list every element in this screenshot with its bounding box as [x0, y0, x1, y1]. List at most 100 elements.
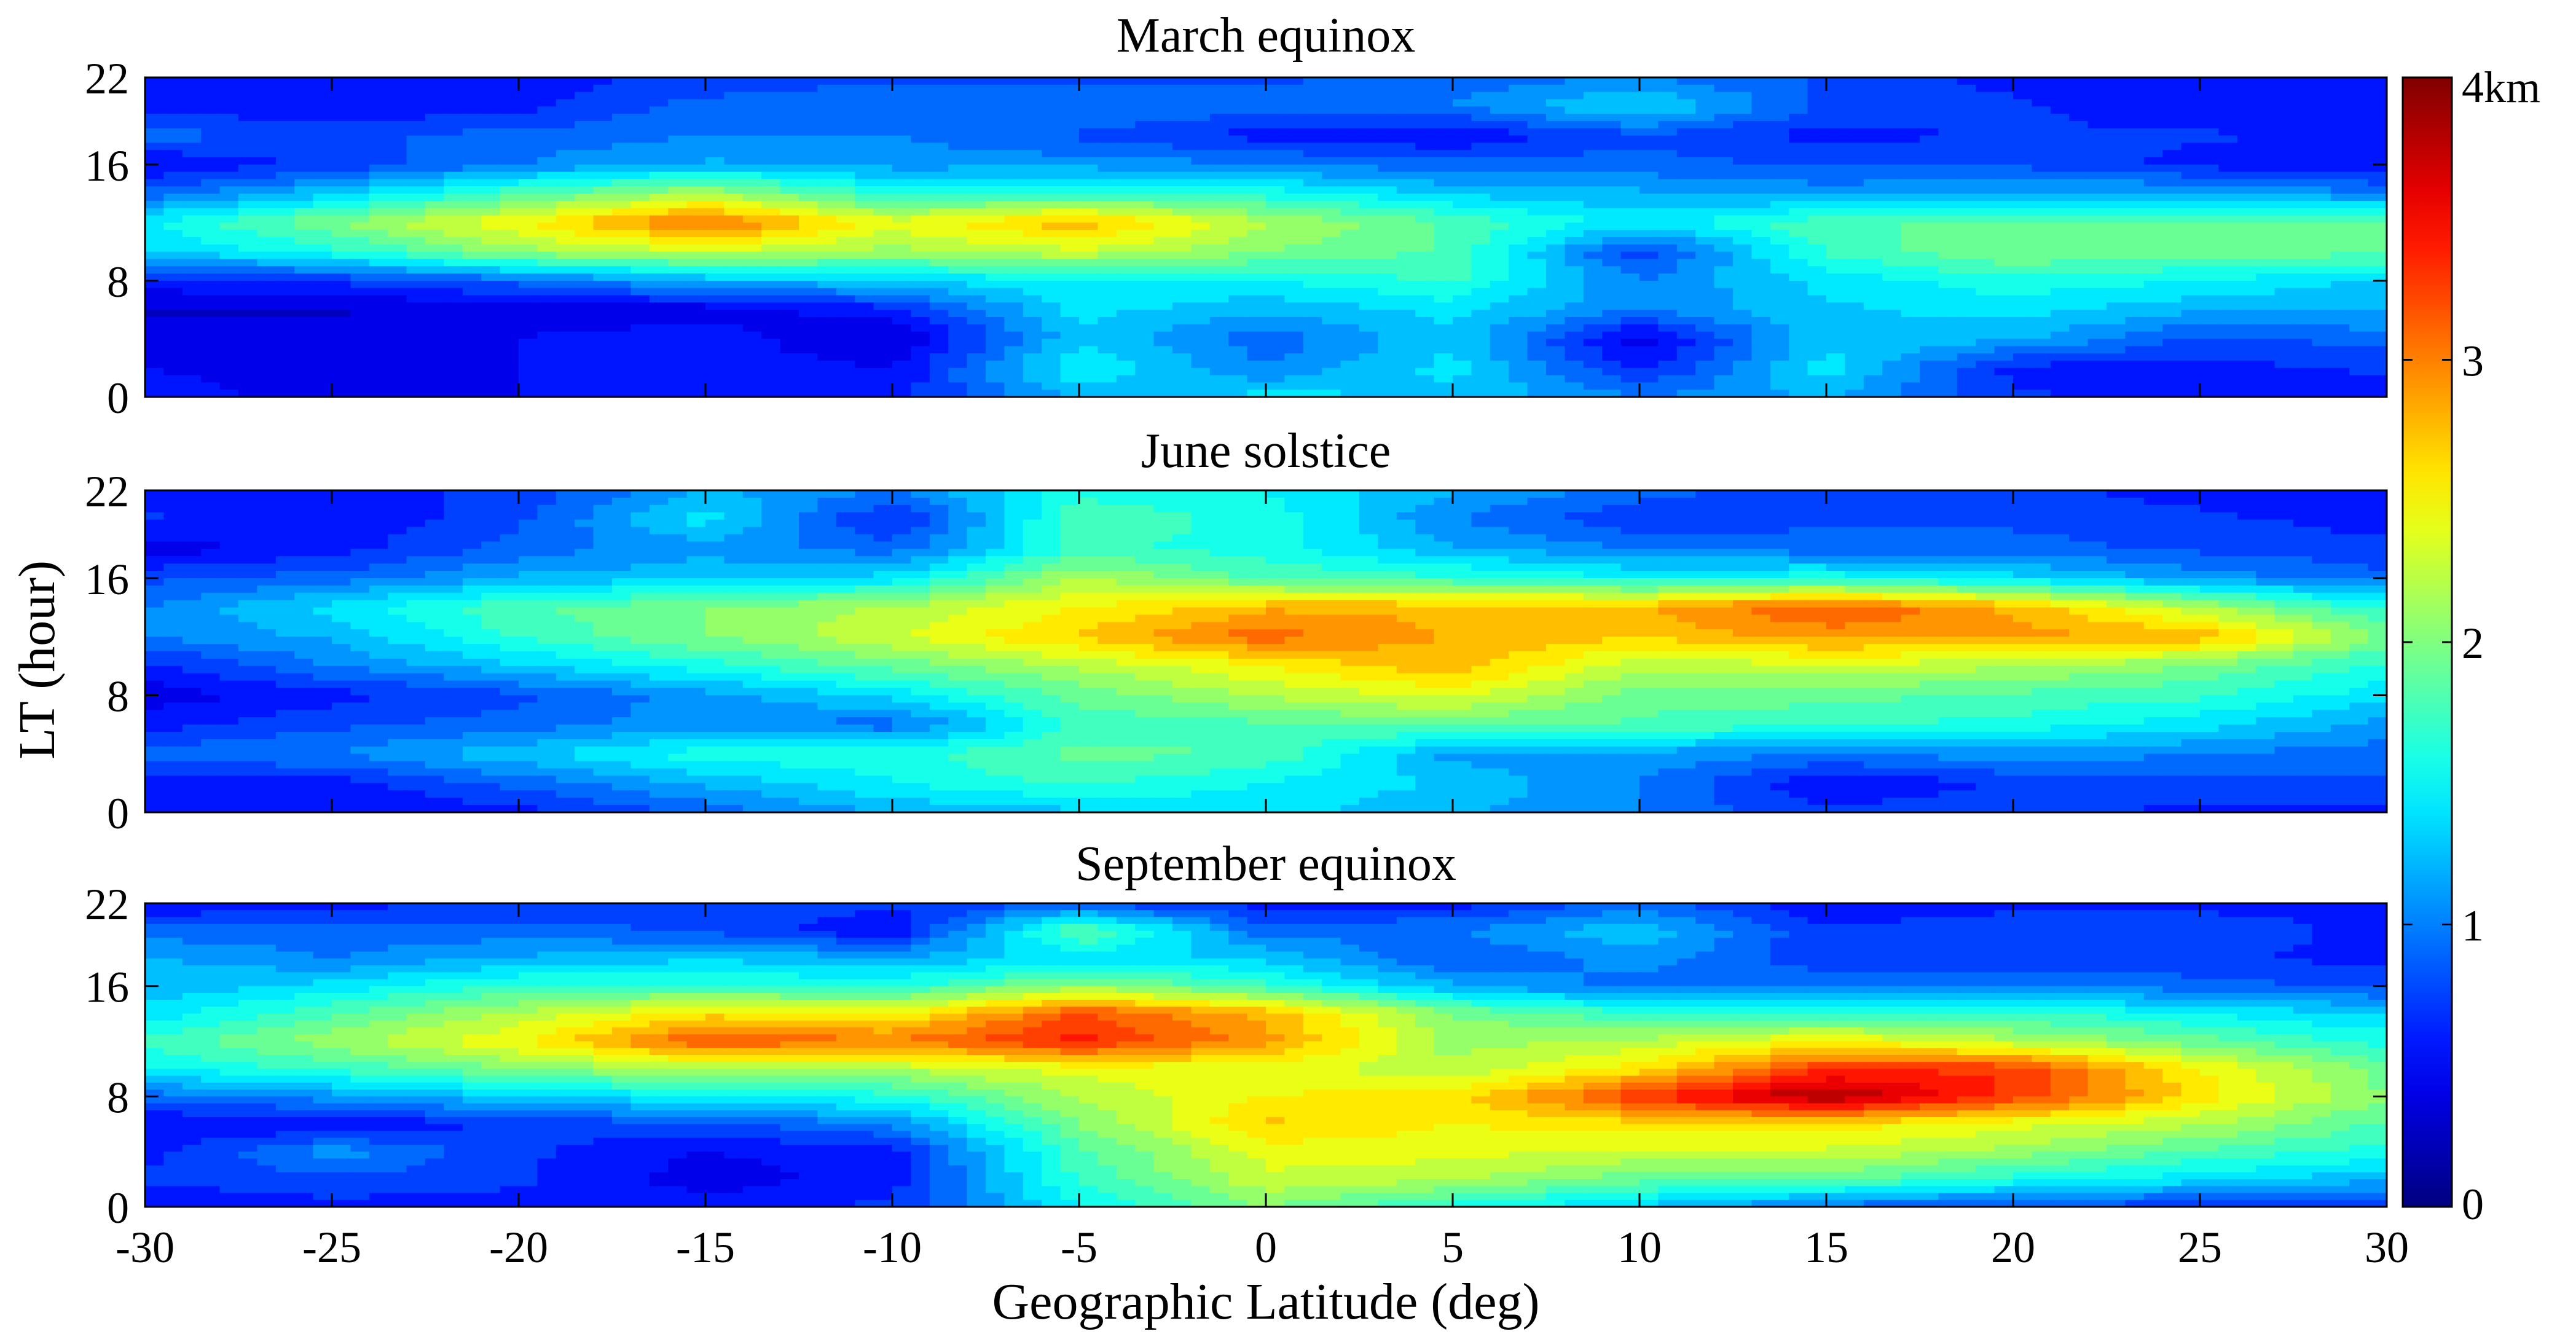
heat-cell: [929, 194, 949, 202]
heat-cell: [1789, 120, 1808, 129]
heat-cell: [201, 222, 221, 230]
heat-cell: [1620, 244, 1640, 253]
heat-cell: [1303, 244, 1322, 253]
heat-cell: [2143, 143, 2163, 151]
heat-cell: [1396, 128, 1416, 136]
heat-cell: [2032, 135, 2051, 144]
heat-cell: [2330, 194, 2350, 202]
heat-cell: [1471, 143, 1491, 151]
heat-cell: [2107, 157, 2126, 165]
heat-cell: [275, 157, 295, 165]
heat-cell: [2237, 77, 2256, 85]
heat-cell: [1266, 251, 1286, 260]
heat-cell: [1863, 164, 1883, 173]
heat-cell: [1770, 99, 1789, 108]
heat-cell: [2330, 135, 2350, 144]
heat-cell: [742, 375, 762, 383]
heat-cell: [724, 244, 744, 253]
heat-cell: [649, 339, 669, 347]
heat-cell: [1266, 215, 1286, 224]
heat-cell: [2162, 194, 2182, 202]
heat-cell: [1695, 339, 1715, 347]
heat-cell: [2032, 360, 2051, 369]
heat-cell: [2218, 288, 2238, 296]
heat-cell: [332, 120, 351, 129]
heat-cell: [630, 324, 650, 332]
heat-cell: [1340, 339, 1360, 347]
heat-cell: [1751, 77, 1771, 85]
heat-cell: [1415, 295, 1435, 304]
heat-cell: [1098, 186, 1117, 194]
heat-cell: [575, 237, 594, 245]
heat-cell: [1976, 339, 1995, 347]
heat-cell: [182, 135, 202, 144]
heat-cell: [761, 92, 781, 100]
heat-cell: [275, 230, 295, 238]
heat-cell: [1322, 215, 1341, 224]
heat-cell: [1770, 367, 1789, 376]
heat-cell: [1359, 324, 1379, 332]
heat-cell: [2181, 77, 2201, 85]
heat-cell: [2032, 353, 2051, 361]
heat-cell: [986, 128, 1005, 136]
heat-cell: [2312, 353, 2331, 361]
heat-cell: [2330, 179, 2350, 187]
heat-cell: [1639, 215, 1659, 224]
heat-cell: [2368, 128, 2387, 136]
heat-cell: [219, 339, 239, 347]
heat-cell: [238, 186, 258, 194]
heat-cell: [1863, 157, 1883, 165]
heat-cell: [1228, 186, 1248, 194]
heat-cell: [1695, 157, 1715, 165]
heat-cell: [444, 150, 463, 158]
heat-cell: [593, 367, 613, 376]
heat-cell: [1453, 135, 1472, 144]
heat-cell: [1583, 194, 1603, 202]
heat-cell: [2349, 230, 2369, 238]
heat-cell: [1639, 360, 1659, 369]
heat-cell: [481, 194, 501, 202]
heat-cell: [1322, 266, 1341, 274]
heat-cell: [1509, 251, 1528, 260]
heat-cell: [350, 259, 370, 267]
heat-cell: [1191, 99, 1211, 108]
heat-cell: [425, 194, 445, 202]
heat-cell: [1509, 331, 1528, 340]
heat-cell: [686, 128, 706, 136]
heat-cell: [1378, 114, 1397, 122]
heat-cell: [1920, 367, 1939, 376]
heat-cell: [1714, 106, 1734, 114]
heat-cell: [294, 230, 314, 238]
heat-cell: [2200, 128, 2220, 136]
heat-cell: [481, 143, 501, 151]
heat-cell: [1863, 266, 1883, 274]
heat-cell: [2107, 346, 2126, 354]
heat-cell: [537, 84, 557, 93]
heat-cell: [1620, 280, 1640, 289]
heat-cell: [1565, 135, 1584, 144]
heat-cell: [500, 215, 519, 224]
heat-cell: [1863, 273, 1883, 281]
heat-cell: [500, 143, 519, 151]
heat-cell: [1509, 208, 1528, 216]
heat-cell: [219, 135, 239, 144]
heat-cell: [2293, 222, 2313, 230]
heat-cell: [1247, 375, 1266, 383]
heat-cell: [780, 280, 799, 289]
heat-cell: [1098, 84, 1117, 93]
heat-cell: [1079, 128, 1099, 136]
heat-cell: [275, 295, 295, 304]
heat-cell: [332, 106, 351, 114]
heat-cell: [1191, 186, 1211, 194]
heat-cell: [630, 310, 650, 318]
heat-cell: [1789, 194, 1808, 202]
heat-cell: [1994, 295, 2014, 304]
heat-cell: [182, 99, 202, 108]
heat-cell: [1565, 186, 1584, 194]
heat-cell: [1322, 288, 1341, 296]
heat-cell: [500, 208, 519, 216]
heat-cell: [257, 150, 277, 158]
heat-cell: [1807, 106, 1827, 114]
heat-cell: [1079, 143, 1099, 151]
